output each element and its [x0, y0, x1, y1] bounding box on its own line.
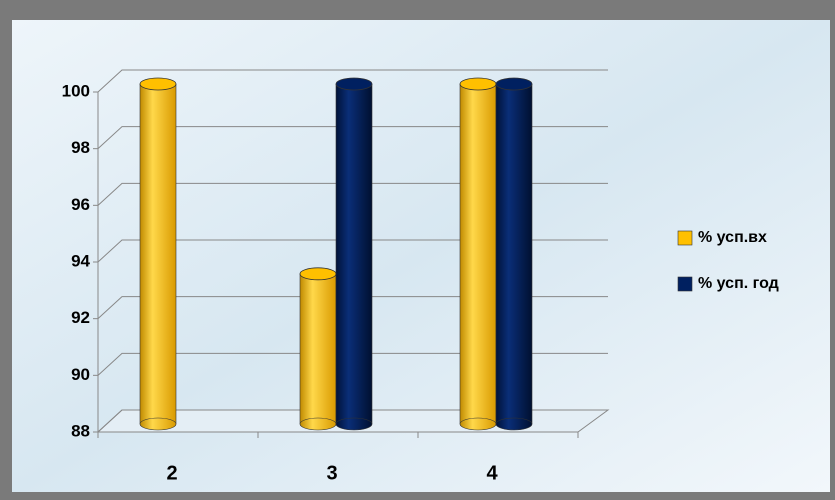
y-tick-label: 90	[71, 365, 90, 384]
bar-top	[139, 77, 177, 91]
y-tick-label: 100	[62, 81, 90, 100]
legend-swatch	[677, 230, 693, 246]
bar-body	[139, 83, 177, 425]
grid-line	[97, 352, 608, 376]
y-tick-label: 92	[71, 308, 90, 327]
grid-line	[97, 296, 608, 320]
grid-line	[97, 409, 608, 433]
legend-swatch	[677, 276, 693, 292]
bar-bottom	[459, 417, 497, 431]
bar-body	[299, 273, 337, 425]
bar-top	[459, 77, 497, 91]
bar-body	[459, 83, 497, 425]
legend-label: % усп.вх	[698, 229, 767, 246]
y-tick-label: 94	[71, 251, 90, 270]
x-tick-label: 2	[166, 462, 177, 484]
y-tick-label: 98	[71, 138, 90, 157]
legend-label: % усп. год	[698, 275, 779, 292]
bar-bottom	[335, 417, 373, 431]
y-tick-label: 96	[71, 195, 90, 214]
bar	[459, 77, 497, 431]
grid-line	[97, 69, 608, 93]
bar-body	[495, 83, 533, 425]
bar-body	[335, 83, 373, 425]
grid-line	[97, 126, 608, 150]
bar-bottom	[495, 417, 533, 431]
bar	[299, 267, 337, 431]
bar-top	[299, 267, 337, 281]
bar-top	[495, 77, 533, 91]
grid-line	[97, 182, 608, 206]
bar	[495, 77, 533, 431]
bar-bottom	[139, 417, 177, 431]
y-tick-label: 88	[71, 421, 90, 440]
bar	[335, 77, 373, 431]
x-tick-label: 3	[326, 462, 337, 484]
bar-top	[335, 77, 373, 91]
bar-bottom	[299, 417, 337, 431]
bar	[139, 77, 177, 431]
x-tick-label: 4	[486, 462, 498, 484]
grid-line	[97, 239, 608, 263]
